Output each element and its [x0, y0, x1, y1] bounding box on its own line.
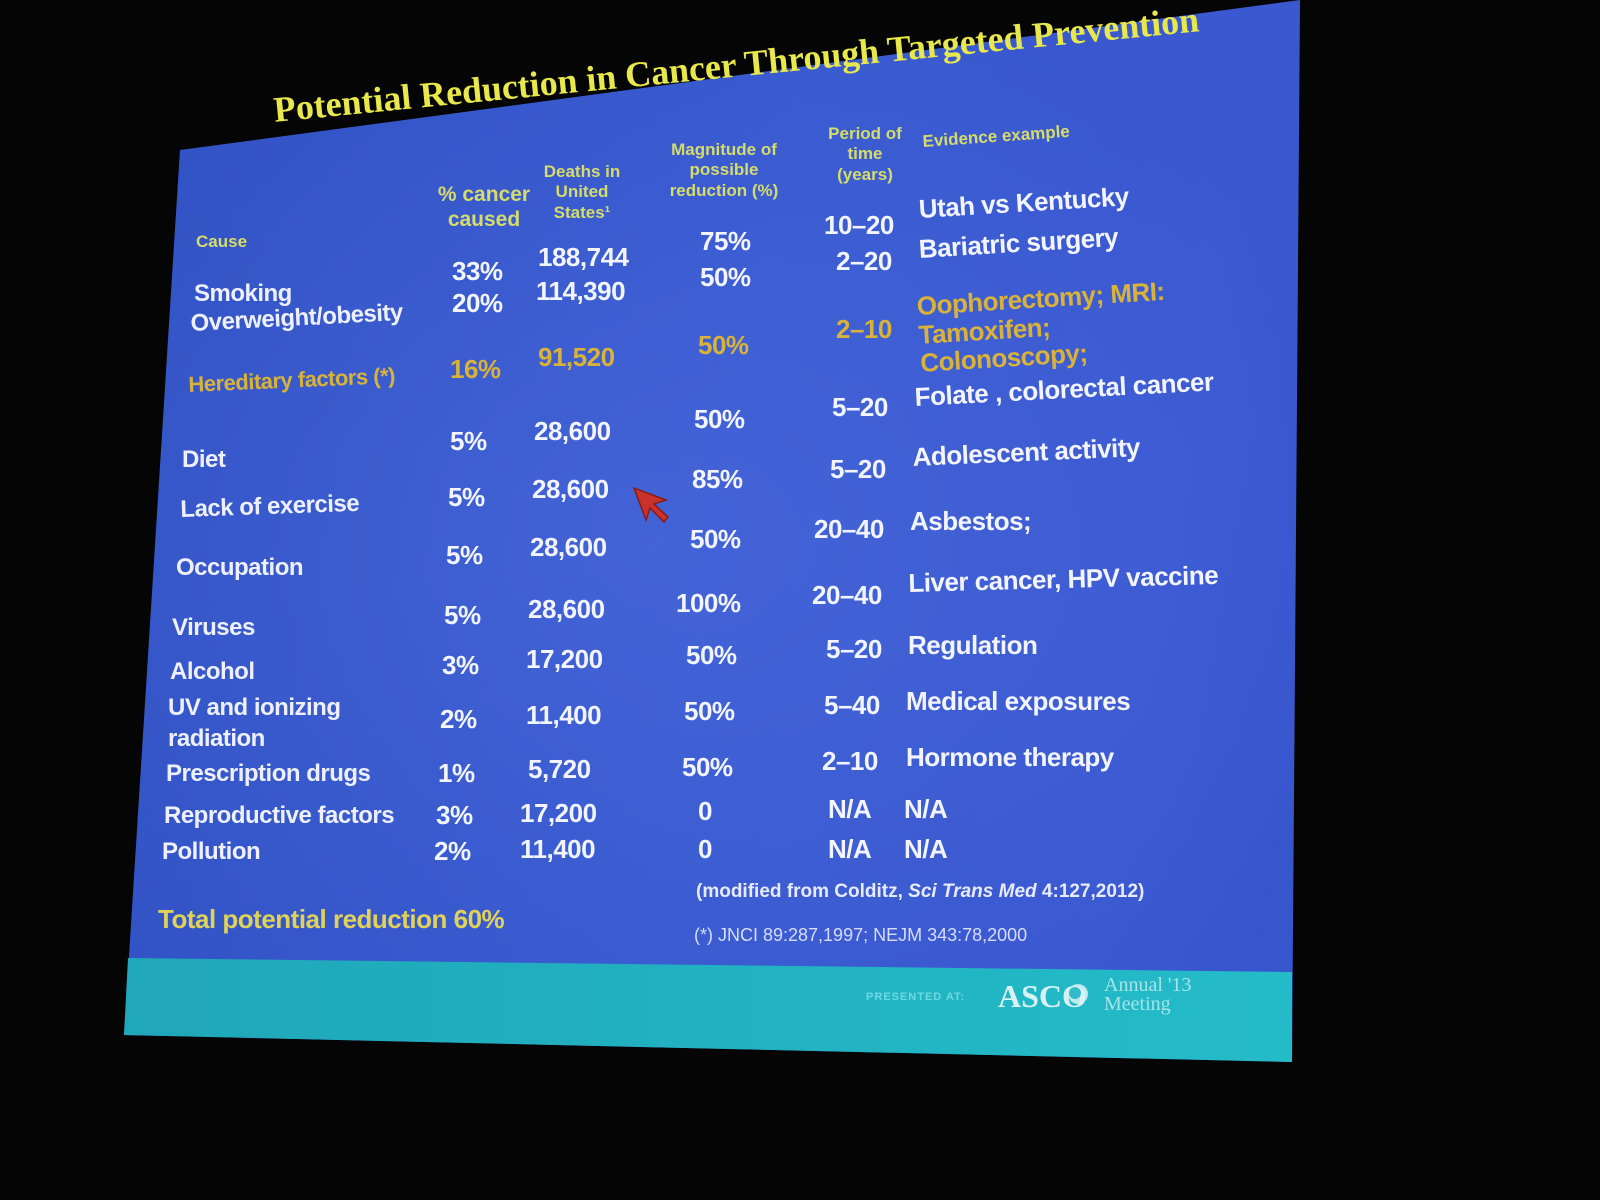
source-citation-pre: (modified from Colditz, [696, 881, 909, 902]
period-viruses: 20–40 [812, 580, 882, 610]
percent-alcohol: 3% [442, 650, 479, 680]
cause-smoking: Smoking [194, 280, 292, 307]
magnitude-occupation: 50% [690, 524, 741, 554]
source-citation: (modified from Colditz, Sci Trans Med 4:… [696, 882, 1144, 901]
evidence-reproductive: N/A [904, 794, 948, 824]
reference-note: (*) JNCI 89:287,1997; NEJM 343:78,2000 [694, 925, 1028, 945]
deaths-diet: 28,600 [534, 416, 611, 446]
percent-exercise: 5% [448, 482, 485, 512]
percent-smoking: 33% [452, 256, 503, 286]
magnitude-reproductive: 0 [698, 796, 712, 826]
period-occupation: 20–40 [814, 514, 884, 544]
cause-diet: Diet [182, 446, 226, 473]
cause-prescription: Prescription drugs [166, 760, 371, 787]
evidence-uv-radiation: Medical exposures [906, 686, 1131, 716]
header-deaths: Deaths in United States¹ [543, 162, 621, 222]
percent-diet: 5% [450, 426, 487, 456]
magnitude-obesity: 50% [700, 262, 751, 292]
percent-viruses: 5% [444, 600, 481, 630]
period-obesity: 2–20 [836, 246, 892, 276]
magnitude-uv-radiation: 50% [684, 696, 735, 726]
cause-occupation: Occupation [176, 554, 304, 581]
evidence-prescription: Hormone therapy [906, 742, 1114, 772]
evidence-occupation: Asbestos; [910, 506, 1032, 536]
magnitude-pollution: 0 [698, 834, 712, 864]
period-prescription: 2–10 [822, 746, 878, 776]
period-diet: 5–20 [832, 392, 888, 422]
period-exercise: 5–20 [830, 454, 886, 484]
period-alcohol: 5–20 [826, 634, 882, 664]
header-percent: % cancer caused [437, 183, 531, 232]
magnitude-smoking: 75% [700, 226, 751, 256]
deaths-alcohol: 17,200 [526, 644, 603, 674]
percent-obesity: 20% [452, 288, 503, 318]
deaths-reproductive: 17,200 [520, 798, 597, 828]
magnitude-exercise: 85% [692, 464, 743, 494]
total-potential-reduction: Total potential reduction 60% [158, 904, 505, 934]
cause-pollution: Pollution [162, 838, 261, 865]
evidence-hereditary: Oophorectomy; MRI: Tamoxifen; Colonoscop… [915, 275, 1166, 379]
presented-at-label: PRESENTED AT: [866, 991, 966, 1003]
source-citation-post: 4:127,2012) [1036, 881, 1145, 902]
deaths-smoking: 188,744 [538, 242, 629, 272]
period-hereditary: 2–10 [836, 314, 892, 344]
cause-uv-radiation: UV and ionizing radiation [168, 694, 341, 753]
deaths-pollution: 11,400 [520, 834, 596, 864]
percent-reproductive: 3% [436, 800, 473, 830]
deaths-occupation: 28,600 [530, 532, 607, 562]
header-magnitude: Magnitude of possible reduction (%) [669, 140, 779, 200]
deaths-viruses: 28,600 [528, 594, 605, 624]
asco-logo-icon [1066, 982, 1090, 1010]
header-period: Period of time (years) [828, 124, 902, 184]
period-pollution: N/A [828, 834, 872, 864]
period-uv-radiation: 5–40 [824, 690, 880, 720]
deaths-exercise: 28,600 [532, 474, 609, 504]
percent-prescription: 1% [438, 758, 475, 788]
magnitude-alcohol: 50% [686, 640, 737, 670]
source-citation-journal: Sci Trans Med [908, 881, 1037, 902]
annual-meeting-text: Annual '13 Meeting [1104, 974, 1192, 1015]
magnitude-prescription: 50% [682, 752, 733, 782]
percent-pollution: 2% [434, 836, 471, 866]
percent-uv-radiation: 2% [440, 704, 477, 734]
header-cause: Cause [196, 232, 248, 251]
deaths-obesity: 114,390 [536, 276, 626, 306]
cause-viruses: Viruses [172, 614, 255, 641]
evidence-viruses: Liver cancer, HPV vaccine [907, 559, 1219, 598]
magnitude-viruses: 100% [676, 588, 741, 618]
deaths-hereditary: 91,520 [538, 342, 615, 372]
magnitude-diet: 50% [694, 404, 745, 434]
percent-occupation: 5% [446, 540, 483, 570]
magnitude-hereditary: 50% [698, 330, 749, 360]
evidence-pollution: N/A [904, 834, 948, 864]
cause-exercise: Lack of exercise [179, 489, 360, 523]
cause-reproductive: Reproductive factors [164, 802, 395, 829]
pointer-arrow-icon [632, 486, 670, 524]
cause-alcohol: Alcohol [170, 658, 255, 685]
deaths-uv-radiation: 11,400 [526, 700, 602, 730]
evidence-alcohol: Regulation [908, 630, 1038, 660]
deaths-prescription: 5,720 [528, 754, 591, 784]
period-smoking: 10–20 [824, 210, 894, 240]
percent-hereditary: 16% [450, 354, 501, 384]
period-reproductive: N/A [828, 794, 872, 824]
